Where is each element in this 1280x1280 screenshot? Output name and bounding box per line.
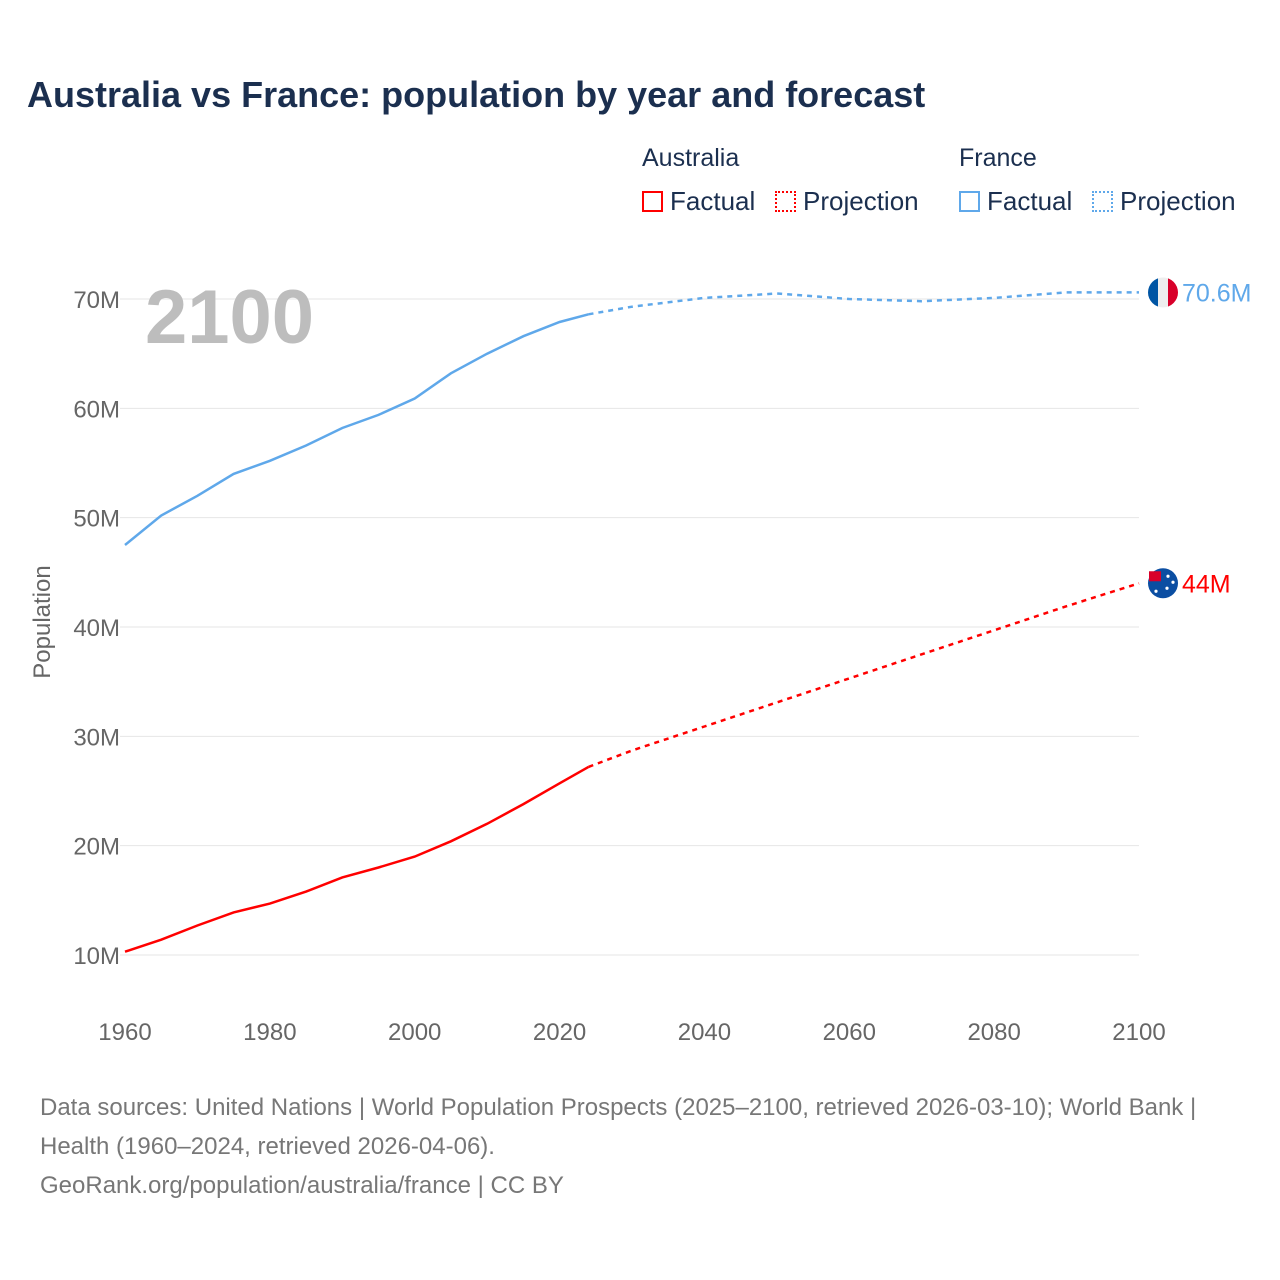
year-label: 2100 [145,275,314,360]
flag-union [1149,571,1161,582]
france-projection-line [588,291,1139,316]
flag-star [1166,574,1170,578]
flag-stripe [1158,277,1168,308]
legend-swatch-solid [642,191,663,212]
australia-factual-line [124,765,590,953]
x-tick-label: 2080 [967,1019,1020,1046]
legend-france-factual[interactable]: Factual [959,186,1072,217]
legend-swatch-solid [959,191,980,212]
data-sources: Data sources: United Nations | World Pop… [40,1094,1197,1160]
legend-swatch-dotted [775,191,796,212]
footer: Data sources: United Nations | World Pop… [40,1088,1240,1205]
flag-star [1154,589,1158,593]
x-tick-label: 2100 [1112,1019,1165,1046]
y-tick-label: 30M [73,724,120,751]
y-tick-label: 20M [73,834,120,861]
australia-projection-line [588,582,1140,769]
flag-star [1165,586,1169,590]
france-end-label: 70.6M [1182,279,1251,307]
legend-label: Factual [670,186,756,216]
legend-australia-factual[interactable]: Factual [642,186,755,217]
y-tick-label: 50M [73,506,120,533]
legend-group-france: France [959,144,1037,172]
x-tick-label: 2020 [533,1019,586,1046]
x-tick-label: 1960 [98,1019,151,1046]
legend-label: Projection [803,186,919,216]
x-tick-label: 2040 [678,1019,731,1046]
source-link[interactable]: GeoRank.org/population/australia/france … [40,1172,564,1199]
legend-swatch-dotted [1092,191,1113,212]
y-tick-label: 70M [73,287,120,314]
y-tick-label: 40M [73,615,120,642]
y-axis-label: Population [29,565,56,678]
legend-label: Factual [987,186,1073,216]
flag-star [1171,580,1175,584]
australia-end-label: 44M [1182,570,1231,598]
legend-australia-projection[interactable]: Projection [775,186,919,217]
x-tick-label: 2060 [823,1019,876,1046]
legend-label: Projection [1120,186,1236,216]
y-tick-label: 10M [73,943,120,970]
y-tick-label: 60M [73,396,120,423]
legend-france-projection[interactable]: Projection [1092,186,1236,217]
france-factual-line [124,313,589,546]
x-tick-label: 1980 [243,1019,296,1046]
legend-group-australia: Australia [642,144,740,172]
chart-title: Australia vs France: population by year … [27,74,926,115]
flag-stripe [1168,277,1178,308]
flag-stripe [1148,277,1158,308]
x-tick-label: 2000 [388,1019,441,1046]
